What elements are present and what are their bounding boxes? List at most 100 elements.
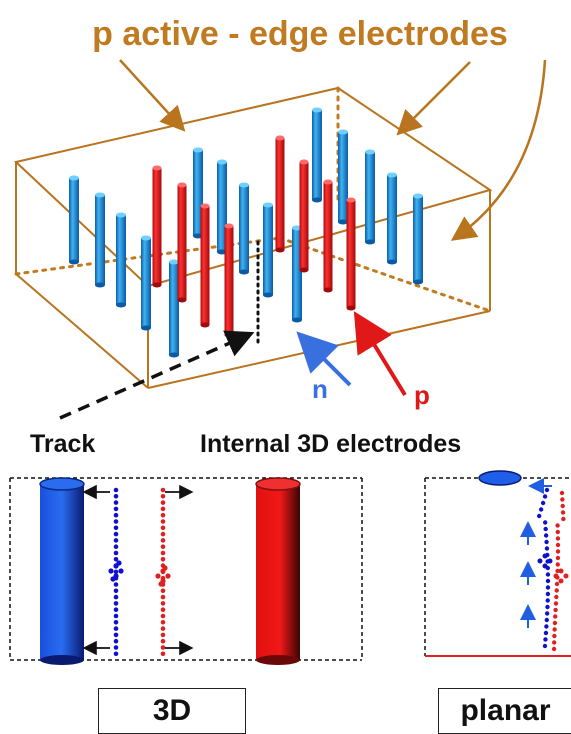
p-electrode bbox=[200, 203, 210, 328]
hole-dot bbox=[160, 651, 166, 657]
hole-dot bbox=[555, 555, 561, 561]
hole-dot bbox=[552, 620, 558, 626]
n-label: n bbox=[312, 374, 328, 404]
n-electrode bbox=[263, 202, 273, 298]
diagram-title: p active - edge electrodes bbox=[92, 15, 508, 53]
hole-dot bbox=[165, 573, 171, 579]
electron-dot bbox=[113, 550, 119, 556]
electron-dot bbox=[544, 487, 550, 493]
hole-dot bbox=[160, 494, 166, 499]
charge-dots-3d bbox=[108, 487, 171, 657]
hole-dot bbox=[555, 549, 561, 554]
n-electrode bbox=[338, 129, 348, 225]
hole-dot bbox=[160, 531, 166, 537]
electron-dot bbox=[542, 494, 548, 499]
hole-dot bbox=[160, 594, 166, 600]
electron-dot bbox=[110, 576, 116, 582]
hole-dot bbox=[160, 506, 166, 512]
hole-dot bbox=[553, 601, 559, 606]
hole-dot bbox=[559, 490, 565, 496]
n-electrode bbox=[239, 182, 249, 275]
electron-dot bbox=[113, 500, 119, 505]
hole-dot bbox=[155, 573, 161, 579]
hole-dot bbox=[160, 645, 166, 650]
electron-dot bbox=[113, 538, 119, 543]
electron-dot bbox=[544, 624, 549, 629]
track-pointer-arrow bbox=[59, 330, 255, 420]
electron-dot bbox=[113, 544, 119, 549]
n-electrode bbox=[365, 149, 375, 245]
p-pointer-arrow bbox=[353, 311, 407, 397]
electron-dot bbox=[543, 526, 548, 532]
hole-dot bbox=[555, 529, 560, 535]
hole-dot bbox=[560, 503, 565, 509]
hole-dot bbox=[554, 588, 559, 593]
electron-dot bbox=[113, 557, 119, 562]
electron-dot bbox=[113, 569, 119, 575]
p-column-electrode bbox=[255, 477, 301, 665]
hole-dot bbox=[160, 626, 166, 631]
electron-dot bbox=[537, 513, 542, 519]
hole-dot bbox=[555, 523, 560, 528]
title-pointers bbox=[119, 59, 547, 241]
hole-dot bbox=[554, 594, 559, 600]
electron-dot bbox=[116, 560, 122, 566]
electron-dot bbox=[545, 604, 550, 610]
drift-arrows-3d bbox=[82, 484, 194, 656]
electron-dot bbox=[544, 546, 550, 551]
electron-dot bbox=[113, 525, 119, 531]
electron-dot bbox=[113, 494, 119, 499]
label-3d-box: 3D bbox=[98, 688, 246, 734]
electron-dot bbox=[113, 594, 119, 600]
electron-dot bbox=[113, 487, 119, 493]
p-electrode bbox=[224, 223, 234, 338]
p-electrode bbox=[323, 179, 333, 293]
hole-dot bbox=[552, 633, 557, 639]
electron-dot bbox=[544, 539, 549, 545]
hole-dot bbox=[555, 536, 561, 541]
electron-dot bbox=[542, 553, 548, 559]
panel-planar bbox=[424, 470, 571, 657]
electron-dot bbox=[543, 533, 549, 538]
electron-dot bbox=[113, 638, 119, 644]
electrode-array bbox=[69, 107, 423, 358]
hole-dot bbox=[160, 607, 166, 612]
hole-dot bbox=[553, 614, 558, 619]
hole-dot bbox=[160, 538, 166, 543]
panel-3d bbox=[9, 477, 363, 665]
electron-dot bbox=[542, 520, 548, 525]
hole-dot bbox=[162, 565, 168, 571]
electron-dot bbox=[113, 506, 119, 512]
p-electrode bbox=[346, 197, 356, 311]
electron-dot bbox=[113, 620, 119, 625]
hole-dot bbox=[563, 573, 569, 579]
hole-dot bbox=[561, 516, 566, 522]
electron-dot bbox=[113, 626, 119, 631]
hole-dot bbox=[560, 510, 566, 515]
planar-top-electrode bbox=[478, 470, 522, 486]
electron-dot bbox=[113, 645, 119, 650]
n-electrode bbox=[69, 175, 79, 265]
p-electrode bbox=[152, 165, 162, 288]
hole-dot bbox=[158, 581, 164, 587]
hole-dot bbox=[555, 568, 560, 574]
electron-dot bbox=[113, 607, 119, 612]
electron-dot bbox=[545, 598, 550, 603]
internal-electrodes-label: Internal 3D electrodes bbox=[200, 430, 461, 458]
p-label: p bbox=[414, 380, 430, 410]
hole-dot bbox=[160, 601, 166, 606]
electron-dot bbox=[113, 613, 119, 619]
hole-dot bbox=[160, 620, 166, 625]
hole-dot bbox=[555, 542, 561, 548]
electron-dot bbox=[542, 563, 548, 569]
electron-dot bbox=[544, 611, 550, 616]
hole-dot bbox=[160, 588, 166, 594]
electron-dot bbox=[545, 578, 551, 584]
n-electrode bbox=[116, 212, 126, 308]
electron-dot bbox=[545, 591, 551, 597]
electron-dot bbox=[543, 637, 548, 642]
n-electrode bbox=[95, 192, 105, 288]
hole-dot bbox=[160, 512, 166, 518]
hole-dot bbox=[160, 519, 166, 524]
